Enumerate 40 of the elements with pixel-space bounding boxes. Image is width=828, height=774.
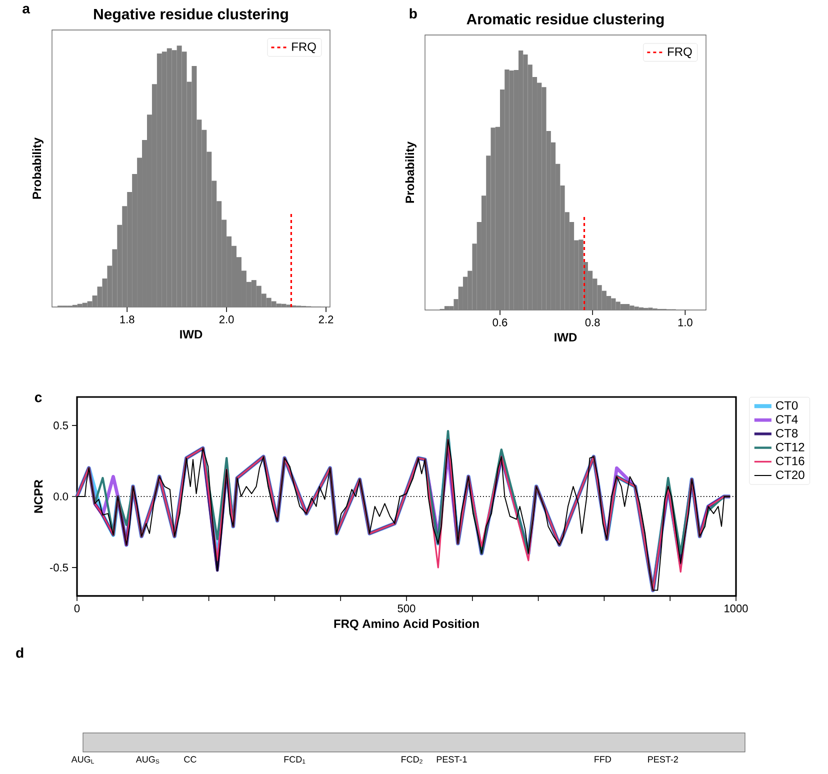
chart-title: Aromatic residue clustering bbox=[466, 13, 664, 28]
legend-label: CT8 bbox=[776, 428, 798, 438]
y-tick-label: -0.5 bbox=[50, 564, 68, 572]
legend-label: CT12 bbox=[776, 442, 804, 452]
x-tick-label: 1000 bbox=[724, 604, 748, 612]
y-axis-title: Probability bbox=[32, 138, 44, 199]
text: d bbox=[16, 648, 24, 658]
x-tick-label: 0 bbox=[74, 604, 80, 612]
x-tick-label: 1.8 bbox=[120, 316, 134, 324]
legend-label: CT16 bbox=[776, 456, 804, 466]
x-tick-label: 500 bbox=[398, 604, 416, 612]
y-tick-label: 0.5 bbox=[54, 422, 68, 430]
text: FCD$_{2}$ bbox=[402, 756, 422, 764]
text: b bbox=[410, 8, 417, 19]
legend-label: CT20 bbox=[776, 470, 804, 480]
legend-label: FRQ bbox=[668, 47, 692, 58]
y-axis-title: NCPR bbox=[34, 480, 43, 513]
x-axis-title: IWD bbox=[180, 330, 202, 338]
x-axis-title: FRQ Amino Acid Position bbox=[334, 619, 479, 630]
x-tick-label: 0.6 bbox=[492, 318, 508, 326]
chart-title: Negative residue clustering bbox=[94, 8, 288, 22]
legend-label: FRQ bbox=[292, 42, 316, 54]
legend-label: CT4 bbox=[776, 415, 798, 424]
text: AUG$_{L}$ bbox=[71, 756, 94, 764]
text: AUG$_{S}$ bbox=[136, 756, 160, 764]
text: c bbox=[34, 394, 42, 402]
y-tick-label: 0.0 bbox=[54, 492, 68, 500]
text: FCD$_{1}$ bbox=[284, 756, 306, 764]
text: PEST-1 bbox=[436, 756, 467, 763]
x-tick-label: 0.8 bbox=[585, 318, 600, 326]
x-tick-label: 2.2 bbox=[318, 316, 334, 324]
text: FFD bbox=[594, 756, 612, 762]
text: PEST-2 bbox=[648, 756, 678, 763]
x-tick-label: 1.0 bbox=[678, 318, 692, 326]
text: a bbox=[22, 6, 30, 14]
text: CC bbox=[184, 756, 196, 763]
x-axis-title: IWD bbox=[554, 333, 577, 342]
y-axis-title: Probability bbox=[405, 142, 416, 203]
x-tick-label: 2.0 bbox=[219, 316, 234, 324]
legend-label: CT0 bbox=[776, 401, 798, 410]
